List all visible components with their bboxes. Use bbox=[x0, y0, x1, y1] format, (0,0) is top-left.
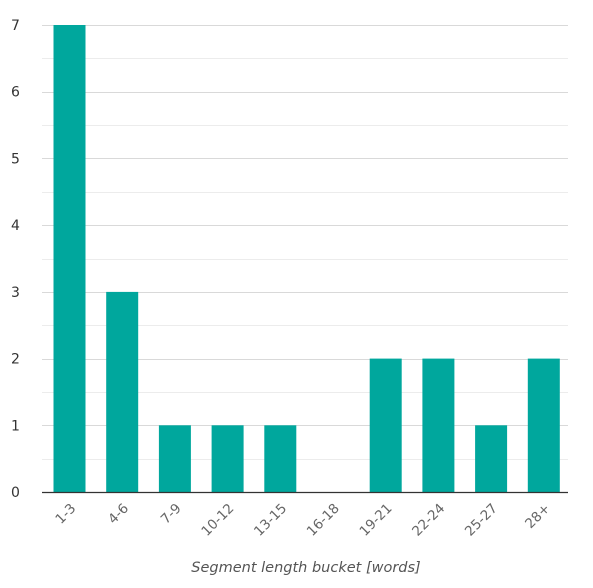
y-tick-label: 0 bbox=[11, 485, 20, 501]
y-tick-label: 1 bbox=[11, 418, 20, 434]
bar-10-12 bbox=[211, 425, 244, 492]
x-tick-label: 28+ bbox=[522, 501, 553, 532]
bars bbox=[53, 25, 560, 492]
bar-1-3 bbox=[53, 25, 86, 492]
x-tick-label: 25-27 bbox=[462, 501, 501, 540]
bar-25-27 bbox=[475, 425, 508, 492]
y-axis-tick-labels: 0 1 2 3 4 5 6 7 bbox=[11, 18, 20, 501]
bar-7-9 bbox=[158, 425, 191, 492]
x-tick-label: 10-12 bbox=[198, 501, 237, 540]
x-tick-label: 16-18 bbox=[304, 501, 343, 540]
y-tick-label: 3 bbox=[11, 285, 20, 301]
bar-13-15 bbox=[264, 425, 297, 492]
y-tick-label: 4 bbox=[11, 218, 20, 234]
y-tick-label: 7 bbox=[11, 18, 20, 34]
x-tick-label: 22-24 bbox=[409, 501, 448, 540]
y-tick-label: 2 bbox=[11, 352, 20, 368]
x-axis-title: Segment length bucket [words] bbox=[191, 560, 420, 576]
y-tick-label: 5 bbox=[11, 151, 20, 167]
x-axis-tick-labels: 1-3 4-6 7-9 10-12 13-15 16-18 19-21 22-24 25-27 2… bbox=[52, 501, 553, 540]
bar-22-24 bbox=[422, 358, 455, 492]
x-tick-label: 19-21 bbox=[356, 501, 395, 540]
x-tick-label: 1-3 bbox=[52, 501, 79, 528]
x-tick-label: 13-15 bbox=[251, 501, 290, 540]
y-tick-label: 6 bbox=[11, 85, 20, 101]
bar-28+ bbox=[527, 358, 560, 492]
bar-19-21 bbox=[369, 358, 402, 492]
bar-4-6 bbox=[106, 291, 139, 492]
x-tick-label: 4-6 bbox=[105, 501, 132, 528]
x-tick-label: 7-9 bbox=[158, 501, 185, 528]
